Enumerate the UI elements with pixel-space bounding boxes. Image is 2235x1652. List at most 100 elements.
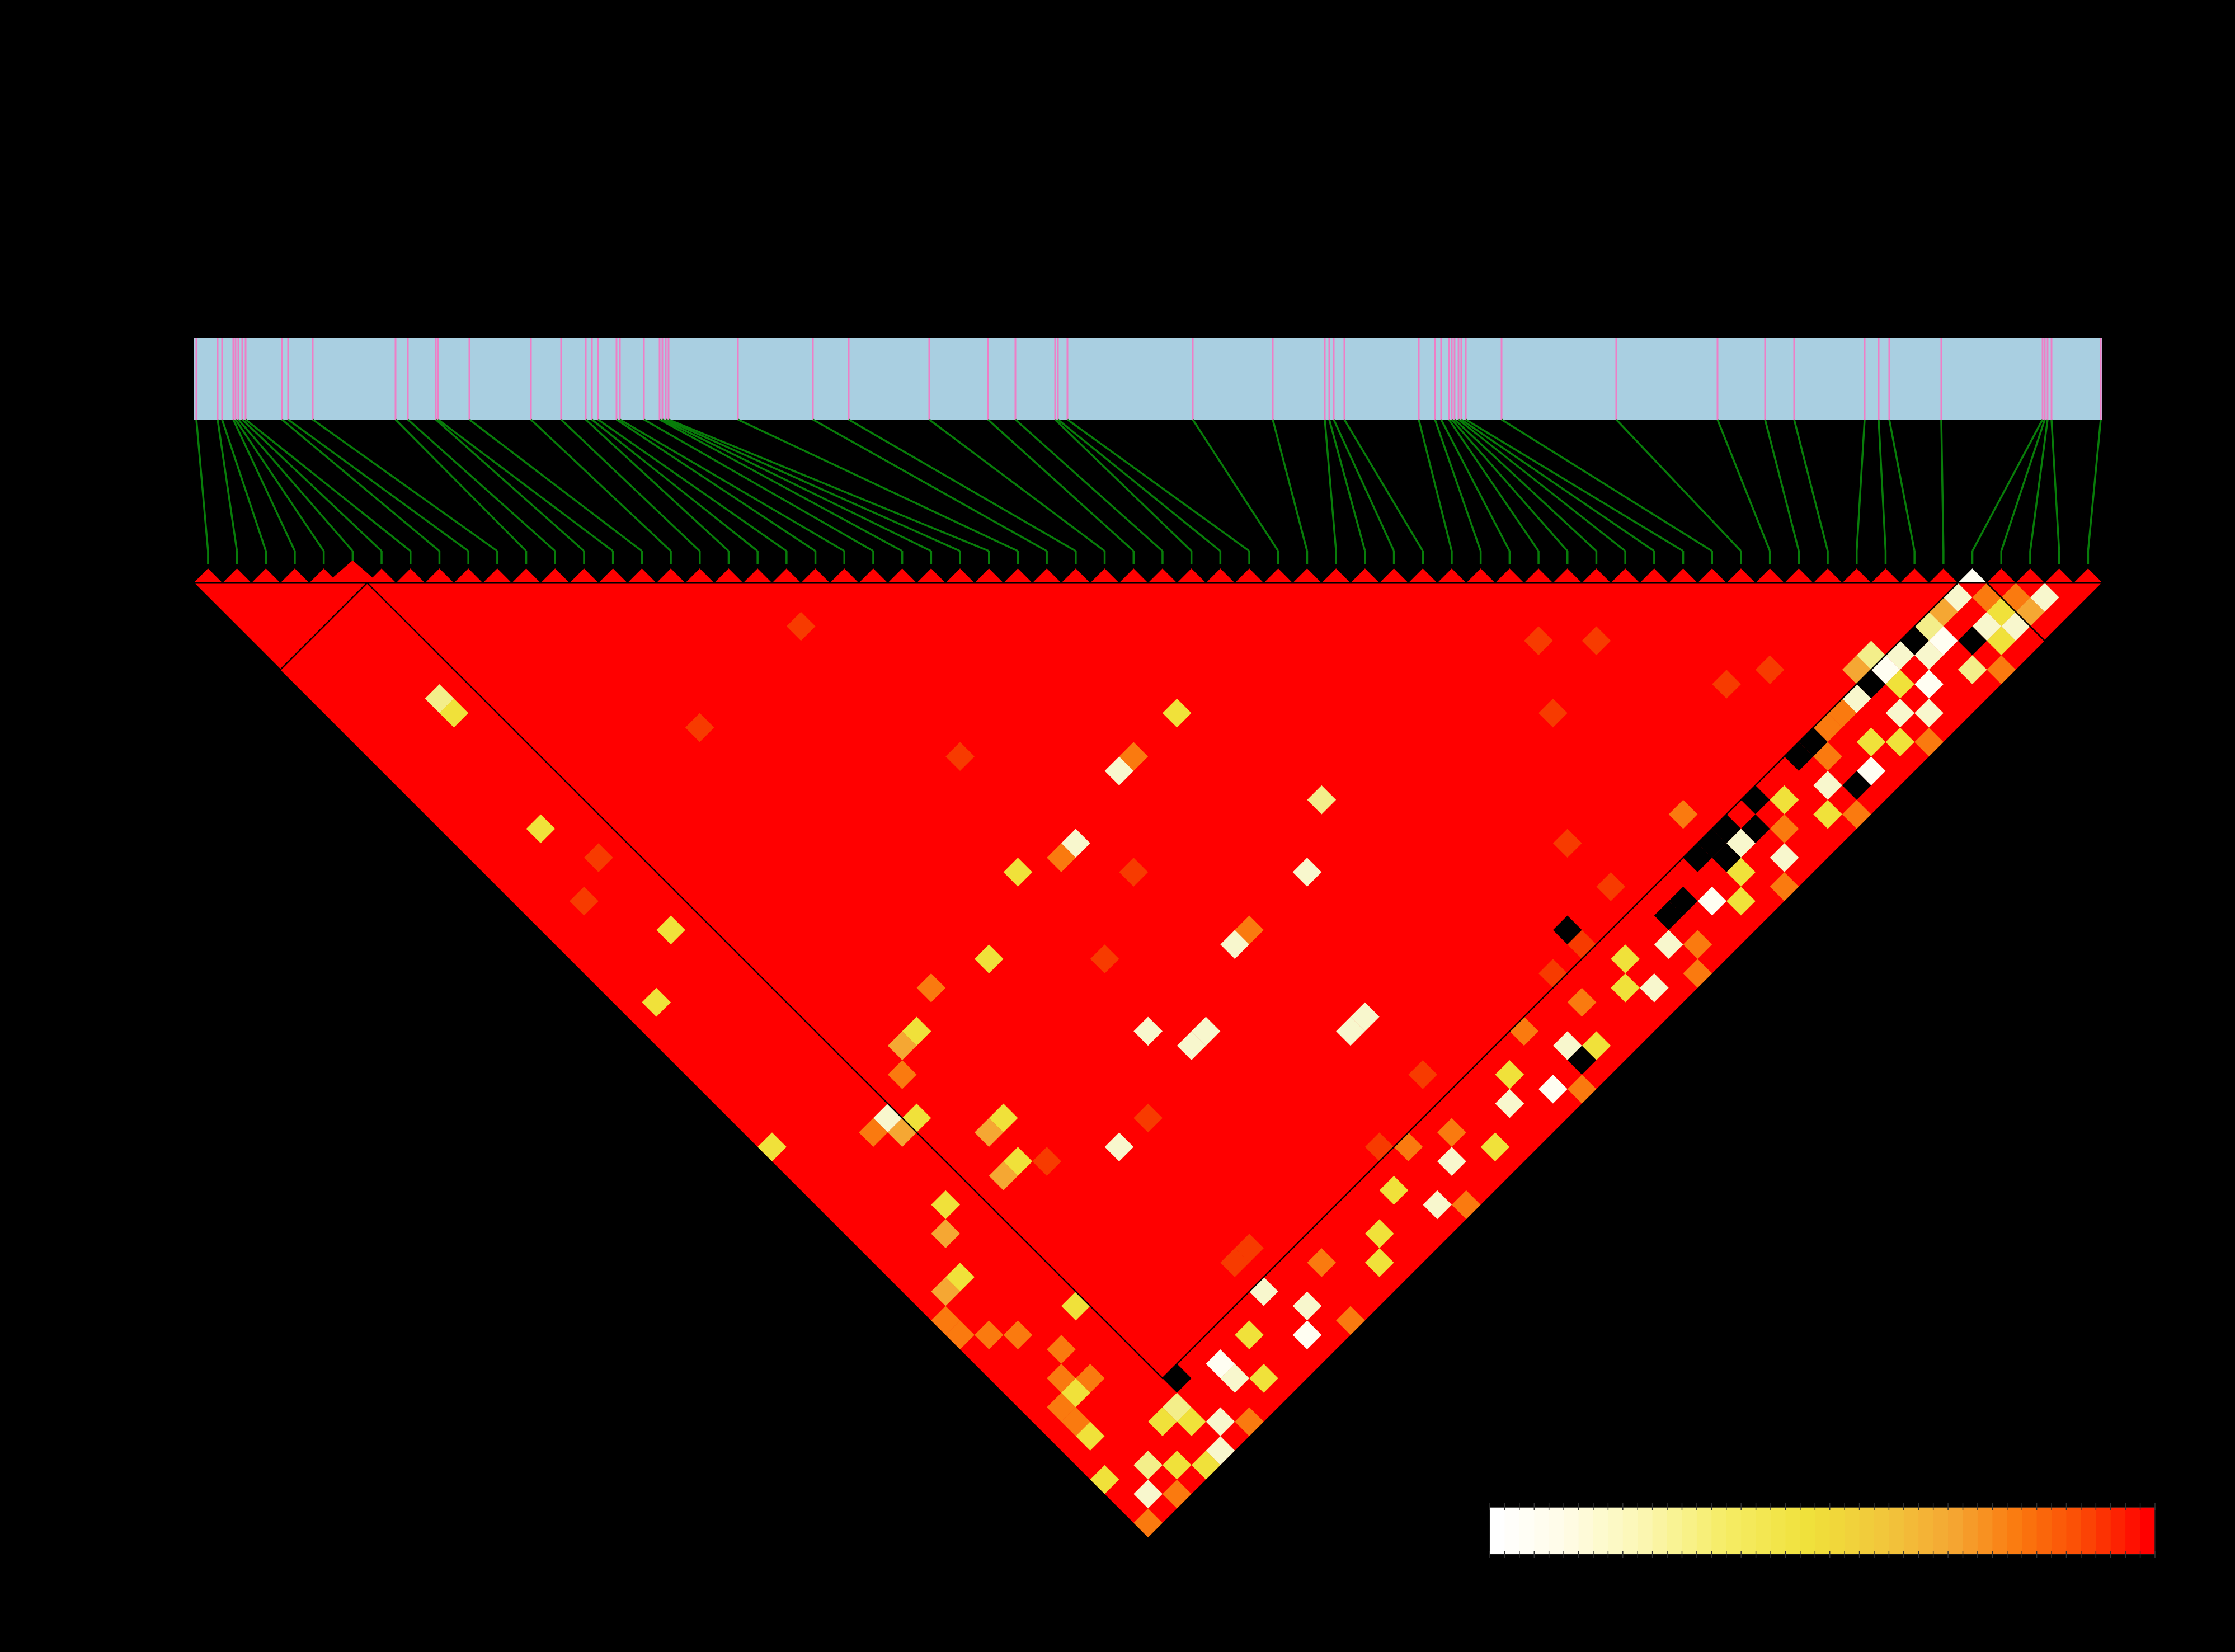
color-key-step xyxy=(2052,1507,2067,1554)
connector-line xyxy=(1453,418,1597,552)
ld-cell xyxy=(1958,626,1987,656)
color-key-step xyxy=(1682,1507,1697,1554)
diagonal-cell xyxy=(1958,568,1987,583)
connector-line xyxy=(1440,419,1511,552)
color-key-step xyxy=(1519,1507,1535,1554)
diagonal-cell xyxy=(627,568,657,583)
ld-cell xyxy=(1206,1349,1235,1378)
ld-cell xyxy=(1480,1132,1510,1161)
connector-line xyxy=(1501,418,1713,552)
connector-line xyxy=(1418,419,1453,552)
diagonal-cell xyxy=(1582,568,1611,583)
connector-line xyxy=(2087,419,2102,552)
ld-cell xyxy=(1495,1060,1524,1089)
ld-cell xyxy=(1770,814,1799,844)
diagonal-cell xyxy=(2044,568,2074,583)
connector-line xyxy=(232,419,296,552)
color-key-step xyxy=(1741,1507,1757,1554)
color-key-step xyxy=(1696,1507,1712,1554)
connector-line xyxy=(2000,419,2046,552)
diagonal-cell xyxy=(1495,568,1524,583)
diagonal-cell xyxy=(1524,568,1553,583)
ld-cell xyxy=(1914,641,1944,670)
ld-cell xyxy=(1611,944,1640,973)
color-key-step xyxy=(2036,1507,2052,1554)
connector-line xyxy=(2050,419,2060,552)
ld-cell xyxy=(1755,655,1785,684)
color-key-frame xyxy=(1489,1507,2156,1555)
color-key-step xyxy=(1549,1507,1564,1554)
ld-cell xyxy=(1133,1508,1163,1538)
ld-cell xyxy=(1032,1147,1061,1176)
diagonal-cell xyxy=(1871,568,1900,583)
connector-line xyxy=(560,418,700,552)
connector-line xyxy=(591,418,759,552)
ld-cell xyxy=(1596,872,1626,901)
diagonal-cell xyxy=(916,568,946,583)
diagonal-cell xyxy=(1466,568,1495,583)
ld-cell xyxy=(1842,771,1871,800)
ld-cell xyxy=(1047,1363,1076,1393)
ld-cell xyxy=(887,1031,917,1061)
color-key-step xyxy=(1992,1507,2008,1554)
ld-cell xyxy=(931,1190,961,1220)
ld-cell xyxy=(1726,886,1756,916)
color-key-layer xyxy=(1489,1503,2156,1558)
diagonal-cell xyxy=(1784,568,1814,583)
ld-cell xyxy=(1451,1190,1481,1220)
diagonal-cell xyxy=(1148,568,1177,583)
diagonal-cell xyxy=(2016,568,2045,583)
ld-cell xyxy=(1524,626,1553,656)
diagonal-cell xyxy=(1755,568,1785,583)
genome-map-bar xyxy=(194,338,2102,420)
color-key-step xyxy=(2110,1507,2126,1554)
connector-line xyxy=(281,418,440,552)
ld-cell xyxy=(1162,1451,1192,1480)
ld-cell xyxy=(1567,1074,1597,1104)
diagonal-cell xyxy=(222,568,252,583)
ld-cell xyxy=(1119,858,1149,887)
ld-cell xyxy=(1654,930,1683,959)
ld-cell xyxy=(1567,1046,1597,1075)
connector-line xyxy=(1343,419,1424,552)
connector-line xyxy=(468,418,643,552)
color-key-step xyxy=(1608,1507,1624,1554)
ld-cell xyxy=(1177,1031,1206,1061)
ld-cell xyxy=(1003,1147,1033,1176)
color-key-step xyxy=(2125,1507,2141,1554)
ld-cell xyxy=(1133,1016,1163,1046)
diagonal-cell xyxy=(570,568,599,583)
ld-cell xyxy=(570,886,599,916)
ld-cell xyxy=(1582,1031,1611,1061)
diagonal-cell xyxy=(1321,568,1351,583)
diagonal-cell xyxy=(945,568,975,583)
ld-cell xyxy=(1206,1407,1235,1437)
connector-line xyxy=(616,418,816,552)
color-key-step xyxy=(1845,1507,1860,1554)
ld-cell xyxy=(1856,727,1886,757)
connector-line xyxy=(659,418,903,552)
ld-cell xyxy=(1162,1479,1192,1509)
diagonal-cell xyxy=(772,568,801,583)
diagonal-cell xyxy=(1640,568,1669,583)
ld-cell xyxy=(1104,756,1134,785)
ld-cell xyxy=(1972,611,2002,641)
connector-line xyxy=(312,418,498,552)
diagonal-cell xyxy=(1032,568,1061,583)
ld-cell xyxy=(1842,799,1871,829)
ld-cell xyxy=(685,713,714,742)
ld-cell xyxy=(1364,1219,1394,1249)
genomic-map-layer xyxy=(194,338,2102,420)
connector-line xyxy=(234,419,325,552)
diagonal-cell xyxy=(1900,568,1929,583)
color-key-step xyxy=(1771,1507,1786,1554)
ld-cell xyxy=(916,973,946,1003)
ld-cell xyxy=(1235,1320,1264,1350)
ld-cell xyxy=(1770,785,1799,815)
ld-cell xyxy=(1423,1190,1452,1220)
ld-cell xyxy=(1191,1451,1221,1480)
connector-line xyxy=(1457,418,1626,552)
diagonal-cell xyxy=(367,568,396,583)
diagonal-cell xyxy=(425,568,454,583)
